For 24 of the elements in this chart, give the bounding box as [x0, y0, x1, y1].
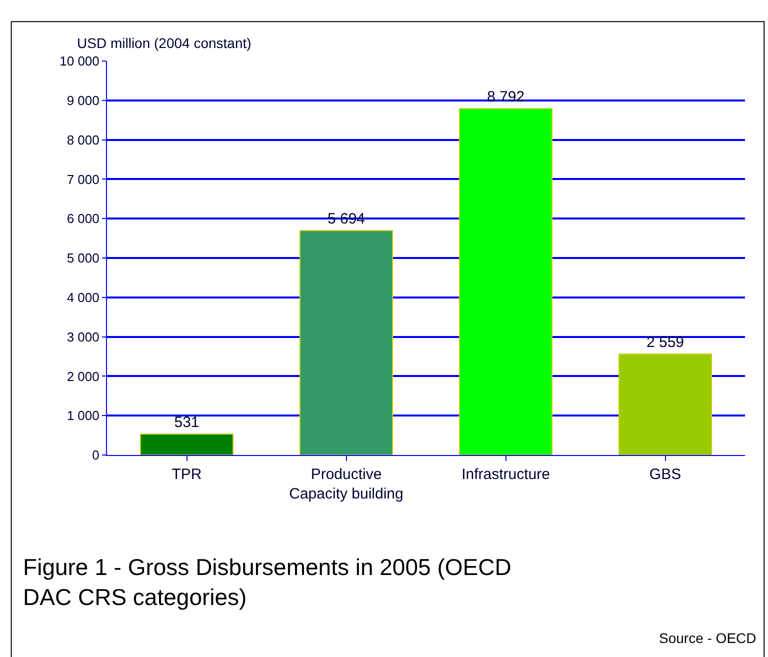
- y-tick-label: 7 000: [66, 172, 100, 187]
- data-label: 2 559: [646, 334, 684, 352]
- y-tick-label: 1 000: [66, 408, 100, 424]
- y-tick-label: 4 000: [66, 290, 100, 305]
- bar: [300, 230, 394, 455]
- x-tick-label: TPR: [172, 466, 202, 483]
- y-tick-label: 9 000: [66, 92, 100, 108]
- y-tick-label: 2 000: [66, 368, 100, 384]
- bar: [459, 108, 553, 455]
- y-tick-label: 8 000: [66, 132, 100, 148]
- x-tick-label: GBS: [649, 466, 682, 483]
- x-tick-label: Infrastructure: [462, 466, 550, 483]
- bar: [140, 434, 234, 455]
- data-label: 531: [174, 414, 200, 432]
- y-tick-label: 6 000: [66, 211, 100, 226]
- y-tick-label: 10 000: [60, 54, 100, 69]
- y-tick-label: 0: [92, 448, 100, 463]
- text: Figure 1 - Gross Disbursements in 2005 (OECD DAC CRS categories): [23, 554, 512, 610]
- x-tick-label: Productive Capacity building: [289, 466, 404, 502]
- source-note: Source - OECD: [659, 630, 756, 646]
- bar: [618, 354, 712, 455]
- y-tick-label: 5 000: [66, 250, 100, 266]
- y-tick-label: 3 000: [66, 329, 100, 344]
- y-axis-title: USD million (2004 constant): [77, 35, 252, 51]
